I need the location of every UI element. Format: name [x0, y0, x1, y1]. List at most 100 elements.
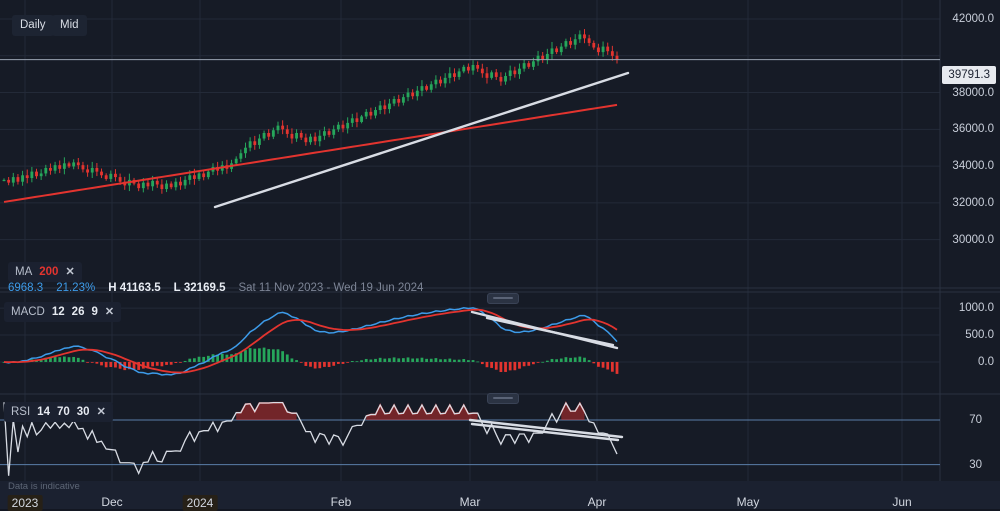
macd-histogram-bar: [360, 360, 363, 362]
macd-histogram-bar: [81, 359, 85, 362]
time-axis-label-2023: 2023: [7, 495, 43, 511]
candle: [592, 40, 596, 50]
price-axis-label-30000-0: 30000.0: [952, 233, 994, 246]
rsi-panel-resize-handle[interactable]: [487, 393, 519, 404]
macd-histogram-bar: [104, 361, 108, 368]
candle: [95, 163, 99, 177]
candle: [197, 171, 201, 181]
candle: [49, 163, 52, 175]
candle: [545, 48, 549, 65]
candle: [155, 177, 159, 188]
candle: [114, 169, 117, 182]
macd-histogram-bar: [62, 356, 66, 362]
candle: [262, 130, 266, 141]
candlestick-series: [2, 29, 619, 194]
legend-ma-close-icon[interactable]: ✕: [65, 266, 75, 278]
macd-histogram-bar: [545, 360, 549, 362]
macd-histogram-bar: [550, 358, 554, 362]
legend-macd-close-icon[interactable]: ✕: [104, 306, 115, 318]
candle: [606, 42, 610, 55]
current-price-label: 39791.3: [942, 66, 996, 84]
candle: [415, 86, 419, 101]
candle: [183, 176, 187, 189]
macd-histogram-bar: [67, 357, 71, 362]
macd-histogram-bar: [313, 361, 317, 369]
stats-change-value: 6968.3: [8, 282, 44, 294]
macd-histogram-bar: [480, 361, 484, 365]
macd-histogram-bar: [146, 361, 150, 369]
macd-histogram-bar: [239, 351, 243, 362]
macd-histogram-bar: [155, 361, 159, 366]
candle: [550, 41, 554, 60]
rsi-overbought-fill: [366, 405, 478, 421]
macd-histogram-bar: [281, 351, 285, 362]
macd-histogram-bar: [378, 357, 382, 362]
macd-histogram-bar: [508, 361, 512, 371]
legend-ma[interactable]: MA 200 ✕: [8, 262, 82, 282]
candle: [11, 172, 15, 187]
candle: [578, 30, 582, 43]
macd-histogram-bar: [234, 353, 238, 362]
candle: [318, 130, 322, 147]
candle: [499, 72, 503, 86]
time-axis-label-mar: Mar: [459, 495, 481, 509]
macd-histogram-bar: [383, 358, 387, 362]
macd-histogram-bar: [165, 361, 168, 365]
macd-histogram: [2, 347, 619, 374]
candle: [253, 135, 257, 150]
macd-histogram-bar: [559, 358, 563, 362]
candle: [62, 157, 66, 175]
macd-histogram-bar: [587, 360, 591, 362]
macd-histogram-bar: [244, 350, 247, 362]
macd-histogram-bar: [601, 361, 605, 368]
candle: [179, 176, 182, 190]
candle: [610, 45, 614, 61]
macd-histogram-bar: [592, 361, 596, 364]
legend-macd[interactable]: MACD 12 26 9 ✕: [4, 302, 122, 322]
macd-histogram-bar: [100, 361, 103, 366]
stats-date-range: Sat 11 Nov 2023 - Wed 19 Jun 2024: [238, 282, 424, 294]
candle: [72, 159, 76, 170]
legend-rsi-close-icon[interactable]: ✕: [96, 406, 106, 418]
time-axis-label-feb: Feb: [330, 495, 352, 509]
candle: [53, 161, 57, 174]
candle: [573, 34, 577, 50]
macd-histogram-bar: [309, 361, 312, 367]
candle: [485, 67, 489, 84]
macd-panel-resize-handle[interactable]: [487, 293, 519, 304]
macd-histogram-bar: [406, 357, 410, 362]
macd-histogram-bar: [248, 348, 252, 362]
macd-histogram-bar: [151, 361, 154, 367]
macd-histogram-bar: [425, 358, 428, 362]
price-type-button[interactable]: Mid: [52, 15, 87, 36]
candle: [508, 65, 512, 81]
candle: [397, 94, 401, 107]
macd-histogram-bar: [471, 360, 475, 362]
price-axis-label-32000-0: 32000.0: [952, 196, 994, 209]
macd-histogram-bar: [137, 361, 141, 370]
candle: [174, 178, 178, 191]
macd-histogram-bar: [364, 358, 368, 362]
candle: [443, 73, 447, 88]
candle: [513, 66, 517, 78]
candle: [439, 76, 442, 87]
macd-histogram-bar: [527, 361, 531, 366]
candle: [392, 96, 396, 107]
legend-rsi[interactable]: RSI 14 70 30 ✕: [4, 402, 113, 422]
macd-histogram-bar: [573, 357, 577, 362]
candle: [434, 75, 438, 89]
macd-histogram-bar: [318, 361, 322, 369]
macd-histogram-bar: [53, 356, 57, 362]
macd-histogram-bar: [541, 361, 545, 363]
legend-macd-name: MACD: [11, 306, 45, 318]
timeframe-button[interactable]: Daily: [12, 15, 54, 36]
macd-histogram-bar: [374, 358, 377, 362]
candle: [494, 69, 498, 80]
time-axis-background: [0, 481, 1000, 509]
candle: [369, 107, 373, 120]
candle: [165, 180, 168, 193]
macd-axis-label-1000-0: 1000.0: [958, 302, 994, 315]
candle: [35, 168, 38, 179]
macd-histogram-bar: [569, 357, 572, 362]
